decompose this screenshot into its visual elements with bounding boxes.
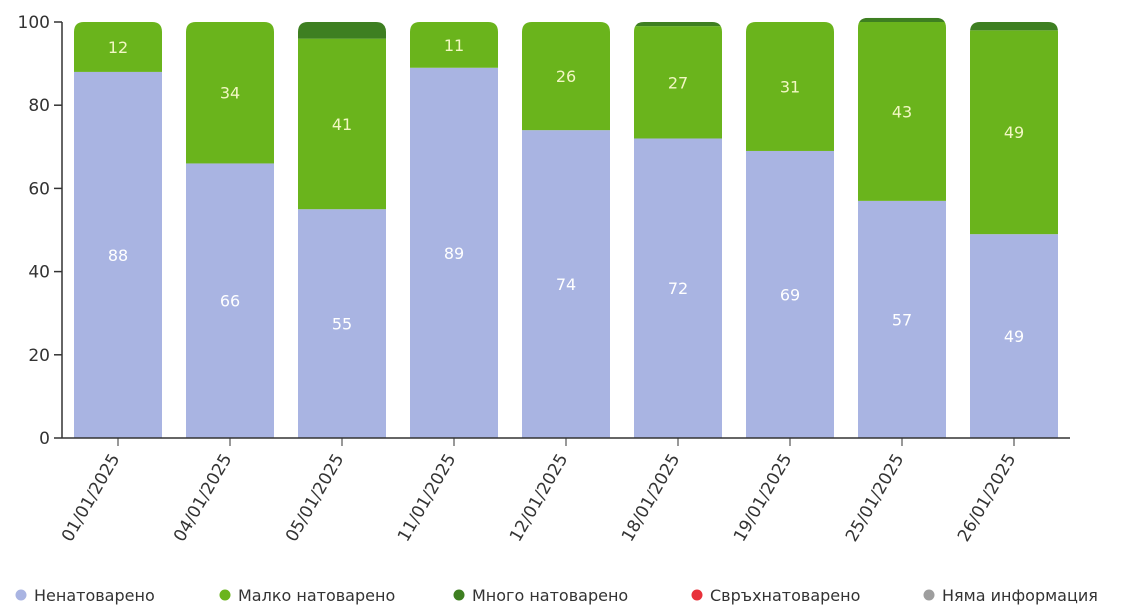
- bar-value-label: 34: [220, 84, 240, 103]
- bar-value-label: 11: [444, 36, 464, 55]
- bar-stack: [746, 22, 834, 438]
- y-tick-label: 0: [39, 429, 50, 449]
- bar-value-label: 69: [780, 285, 800, 304]
- bar-segment-1: [522, 22, 610, 131]
- legend-label[interactable]: Малко натоварено: [238, 586, 395, 605]
- bar-value-label: 88: [108, 246, 128, 265]
- x-tick-label: 19/01/2025: [730, 451, 796, 546]
- bar-stack: [74, 22, 162, 438]
- bar-segment-0: [634, 138, 722, 438]
- bar-segment-1: [970, 30, 1058, 235]
- x-tick-label: 01/01/2025: [58, 451, 124, 546]
- legend-label[interactable]: Няма информация: [942, 586, 1098, 605]
- x-tick-label: 25/01/2025: [842, 451, 908, 546]
- y-tick-label: 80: [28, 96, 50, 116]
- bar-segment-0: [522, 130, 610, 438]
- bar-value-label: 55: [332, 315, 352, 334]
- bar-segment-1: [410, 22, 498, 68]
- x-tick-label: 11/01/2025: [394, 451, 460, 546]
- bar-value-label: 41: [332, 115, 352, 134]
- bar-stack: [634, 22, 722, 438]
- legend-marker: [219, 589, 231, 601]
- x-tick-label: 04/01/2025: [170, 451, 236, 546]
- bar-value-label: 49: [1004, 123, 1024, 142]
- legend-label[interactable]: Свръхнатоварено: [710, 586, 860, 605]
- bar-segment-1: [634, 26, 722, 139]
- bar-stack: [858, 17, 946, 438]
- bar-segment-0: [298, 209, 386, 438]
- bar-value-label: 49: [1004, 327, 1024, 346]
- legend-label[interactable]: Ненатоварено: [34, 586, 155, 605]
- bar-segment-0: [746, 150, 834, 438]
- bar-value-label: 26: [556, 67, 576, 86]
- x-tick-label: 18/01/2025: [618, 451, 684, 546]
- bar-segment-1: [186, 22, 274, 164]
- bar-segment-1: [74, 22, 162, 72]
- y-tick-label: 100: [18, 13, 50, 33]
- legend-marker: [691, 589, 703, 601]
- bar-value-label: 57: [892, 310, 912, 329]
- bar-segment-0: [186, 163, 274, 438]
- bar-segment-0: [970, 234, 1058, 438]
- bar-value-label: 31: [780, 77, 800, 96]
- bar-value-label: 89: [444, 244, 464, 263]
- legend-marker: [453, 589, 465, 601]
- bar-stack: [298, 22, 386, 438]
- y-tick-label: 20: [28, 346, 50, 366]
- y-tick-label: 40: [28, 263, 50, 283]
- bar-value-label: 43: [892, 102, 912, 121]
- bar-stack: [186, 22, 274, 438]
- legend-marker: [923, 589, 935, 601]
- bar-value-label: 74: [556, 275, 576, 294]
- y-tick-label: 60: [28, 179, 50, 199]
- bar-stack: [410, 22, 498, 438]
- bar-value-label: 27: [668, 73, 688, 92]
- bar-segment-1: [858, 22, 946, 201]
- bar-segment-2: [858, 17, 946, 22]
- x-tick-label: 05/01/2025: [282, 451, 348, 546]
- bar-stack: [970, 22, 1058, 438]
- x-tick-label: 26/01/2025: [954, 451, 1020, 546]
- legend-label[interactable]: Много натоварено: [472, 586, 628, 605]
- bar-value-label: 12: [108, 38, 128, 57]
- legend-marker: [15, 589, 27, 601]
- bar-value-label: 66: [220, 292, 240, 311]
- bar-segment-1: [746, 22, 834, 151]
- bar-segment-1: [298, 38, 386, 210]
- bar-value-label: 72: [668, 279, 688, 298]
- bar-segment-0: [410, 67, 498, 438]
- bar-segment-2: [970, 22, 1058, 31]
- bar-segment-2: [634, 22, 722, 27]
- bar-segment-2: [298, 22, 386, 39]
- bar-segment-0: [858, 200, 946, 438]
- bar-segment-0: [74, 71, 162, 438]
- bar-stack: [522, 22, 610, 438]
- x-tick-label: 12/01/2025: [506, 451, 572, 546]
